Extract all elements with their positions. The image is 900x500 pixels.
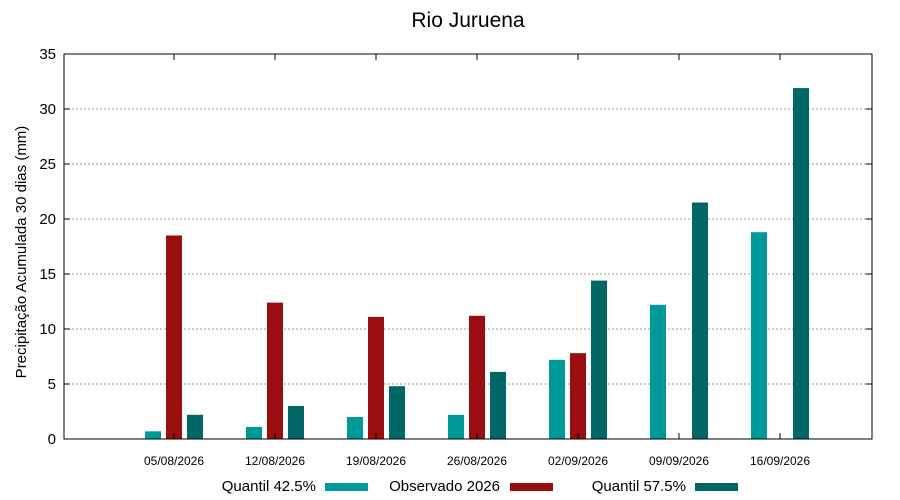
y-tick-label: 0: [48, 431, 56, 448]
bars: [145, 88, 809, 439]
bar: [166, 235, 182, 439]
bar: [591, 280, 607, 439]
plot-frame: [63, 53, 873, 440]
y-tick-label: 35: [39, 46, 56, 63]
x-axis-ticks: 05/08/2026 12/08/2026 19/08/2026 26/08/2026…: [144, 54, 810, 468]
chart-title: Rio Juruena: [411, 9, 525, 32]
grid-lines: [64, 108, 872, 385]
bar: [448, 414, 464, 439]
legend: Quantil 42.5% Observado 2026 Quantil 57.5%: [222, 478, 738, 495]
bar: [570, 353, 586, 439]
bar: [267, 302, 283, 439]
y-axis-label: Precipitação Acumulada 30 dias (mm): [13, 126, 30, 379]
bar: [389, 386, 405, 439]
x-tick-label: 26/08/2026: [447, 454, 507, 468]
bar: [187, 414, 203, 439]
y-tick-label: 10: [39, 321, 56, 338]
y-tick-label: 15: [39, 266, 56, 283]
x-tick-label: 12/08/2026: [245, 454, 305, 468]
bar: [793, 88, 809, 439]
y-tick-label: 20: [39, 211, 56, 228]
bar: [246, 426, 262, 439]
legend-label: Quantil 57.5%: [592, 478, 686, 495]
y-tick-label: 25: [39, 156, 56, 173]
y-axis-ticks: 0 5 10 15 20 25 30 35: [39, 46, 872, 448]
bar: [650, 304, 666, 439]
bar: [145, 431, 161, 439]
bar: [347, 417, 363, 439]
x-tick-label: 05/08/2026: [144, 454, 204, 468]
y-tick-label: 30: [39, 101, 56, 118]
bar: [469, 315, 485, 439]
x-tick-label: 19/08/2026: [346, 454, 406, 468]
legend-label: Quantil 42.5%: [222, 478, 316, 495]
x-tick-label: 02/09/2026: [548, 454, 608, 468]
legend-swatch: [325, 483, 368, 491]
bar: [549, 359, 565, 439]
legend-label: Observado 2026: [389, 478, 500, 495]
bar: [692, 202, 708, 439]
bar: [490, 371, 506, 439]
x-tick-label: 16/09/2026: [750, 454, 810, 468]
legend-swatch: [510, 483, 553, 491]
y-tick-label: 5: [48, 376, 56, 393]
legend-swatch: [695, 483, 738, 491]
x-tick-label: 09/09/2026: [649, 454, 709, 468]
bar: [288, 406, 304, 439]
bar: [368, 316, 384, 439]
bar: [751, 232, 767, 439]
